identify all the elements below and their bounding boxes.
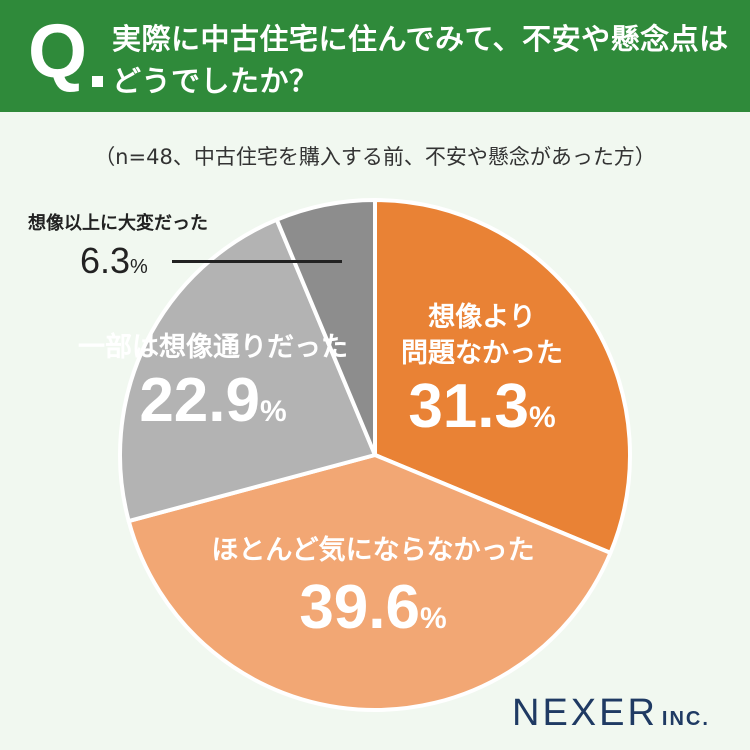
slice-harder-than-expected	[274, 198, 377, 457]
slice-label-text: 問題なかった	[401, 338, 563, 369]
slice-value-partly-as-expected: 22.9%	[139, 366, 287, 435]
brand-logo: NEXER INC.	[512, 692, 710, 735]
leader-line	[172, 260, 342, 263]
brand-name: NEXER	[512, 692, 658, 734]
slice-label-text: 想像より	[428, 302, 536, 333]
sample-note: （n=48、中古住宅を購入する前、不安や懸念があった方）	[94, 145, 656, 169]
slice-label-text: ほとんど気にならなかった	[211, 535, 535, 566]
brand-suffix: INC.	[661, 708, 710, 730]
q-mark-dot	[92, 76, 103, 87]
question-text-line2: どうでしたか？	[112, 64, 319, 98]
q-mark: Q	[28, 9, 88, 94]
question-header: Q 実際に中古住宅に住んでみて、不安や懸念点は どうでしたか？	[0, 0, 750, 112]
slice-label-hardly-bothered: ほとんど気にならなかった 39.6%	[211, 533, 534, 639]
question-text-line1: 実際に中古住宅に住んでみて、不安や懸念点は	[112, 22, 729, 56]
slice-value-hardly-bothered: 39.6%	[299, 573, 447, 642]
slice-hardly-bothered	[126, 453, 613, 712]
slice-value-unexpectedly-fine: 31.3%	[408, 372, 556, 441]
slice-value-harder-than-expected: 6.3%	[80, 240, 148, 281]
slice-label-harder-than-expected: 想像以上に大変だった	[28, 213, 208, 234]
slice-label-text: 一部は想像通りだった	[78, 332, 348, 363]
slice-unexpectedly-fine	[373, 198, 632, 555]
slice-partly-as-expected	[118, 217, 377, 524]
slice-label-unexpectedly-fine: 想像より 問題なかった 31.3%	[401, 300, 563, 438]
slice-label-partly-as-expected: 一部は想像通りだった 22.9%	[78, 330, 348, 432]
